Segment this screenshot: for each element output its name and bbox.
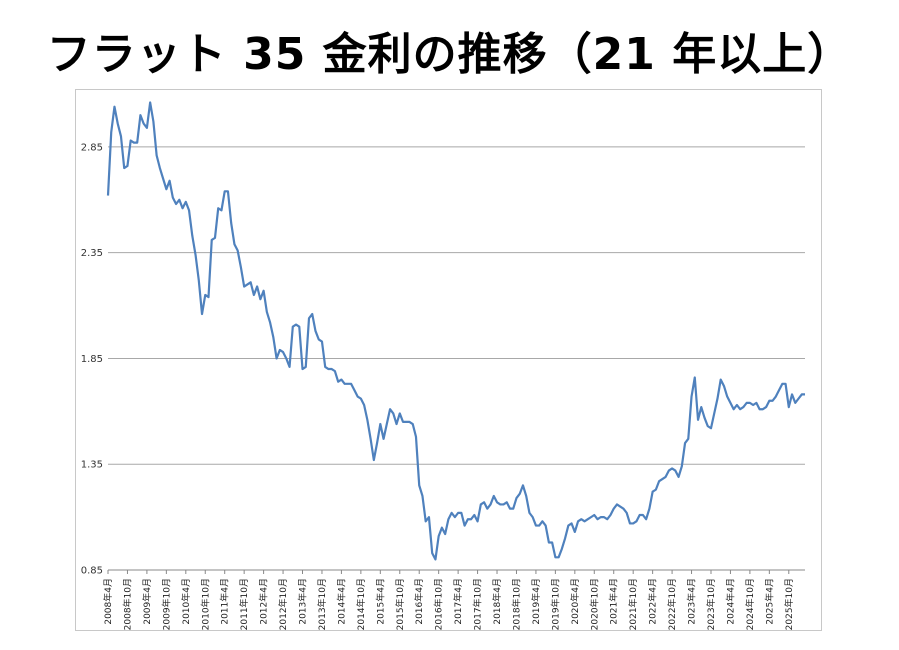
series-group — [106, 101, 805, 561]
y-tick-label: 2.85 — [81, 142, 103, 153]
x-tick-label: 2012年10月 — [277, 578, 289, 630]
x-tick-label: 2021年10月 — [627, 578, 639, 630]
x-tick-label: 2025年4月 — [763, 578, 775, 625]
x-tick-label: 2020年10月 — [588, 578, 600, 630]
x-tick-label: 2019年10月 — [549, 578, 561, 630]
x-tick-label: 2008年10月 — [121, 578, 133, 630]
x-tick-label: 2011年4月 — [219, 578, 231, 625]
x-tick-label: 2015年4月 — [374, 578, 386, 625]
x-tick-label: 2014年4月 — [335, 578, 347, 625]
series-line — [106, 101, 805, 561]
x-tick-label: 2023年10月 — [705, 578, 717, 630]
x-tick-label: 2021年4月 — [608, 578, 620, 625]
x-tick-label: 2015年10月 — [394, 578, 406, 630]
x-tick-label: 2022年4月 — [647, 578, 659, 625]
x-tick-label: 2018年4月 — [491, 578, 503, 625]
x-tick-label: 2019年4月 — [530, 578, 542, 625]
x-tick-label: 2018年10月 — [510, 578, 522, 630]
x-tick-label: 2013年10月 — [316, 578, 328, 630]
x-tick-label: 2017年4月 — [452, 578, 464, 625]
page-title: フラット 35 金利の推移（21 年以上） — [46, 29, 853, 80]
x-axis-tick-labels: 2008年4月 2008年10月 2009年4月 2009年10月 2010年4月 201… — [102, 570, 795, 630]
x-tick-label: 2009年4月 — [141, 578, 153, 625]
x-tick-label: 2008年4月 — [102, 578, 114, 625]
x-tick-label: 2024年10月 — [744, 578, 756, 630]
x-tick-label: 2022年10月 — [666, 578, 678, 630]
x-tick-label: 2023年4月 — [686, 578, 698, 625]
x-tick-label: 2011年10月 — [238, 578, 250, 630]
y-axis-tick-labels: 0.85 1.35 1.85 2.35 2.85 — [81, 142, 103, 576]
x-tick-label: 2012年4月 — [258, 578, 270, 625]
line-chart: 0.85 1.35 1.85 2.35 2.85 2008年4月 2008年10月 2009… — [75, 89, 822, 631]
gridlines — [108, 146, 805, 571]
x-tick-label: 2010年10月 — [199, 578, 211, 630]
x-tick-label: 2016年10月 — [433, 578, 445, 630]
x-tick-label: 2017年10月 — [472, 578, 484, 630]
y-tick-label: 2.35 — [81, 248, 103, 259]
chart-svg: 0.85 1.35 1.85 2.35 2.85 2008年4月 2008年10月 2009… — [81, 101, 805, 630]
x-tick-label: 2020年4月 — [569, 578, 581, 625]
x-tick-label: 2024年4月 — [724, 578, 736, 625]
x-tick-label: 2013年4月 — [297, 578, 309, 625]
y-tick-label: 0.85 — [81, 566, 103, 577]
x-tick-label: 2014年10月 — [355, 578, 367, 630]
x-tick-label: 2016年4月 — [413, 578, 425, 625]
x-tick-label: 2009年10月 — [160, 578, 172, 630]
x-tick-label: 2025年10月 — [783, 578, 795, 630]
y-tick-label: 1.35 — [81, 460, 103, 471]
x-tick-label: 2010年4月 — [180, 578, 192, 625]
y-tick-label: 1.85 — [81, 354, 103, 365]
